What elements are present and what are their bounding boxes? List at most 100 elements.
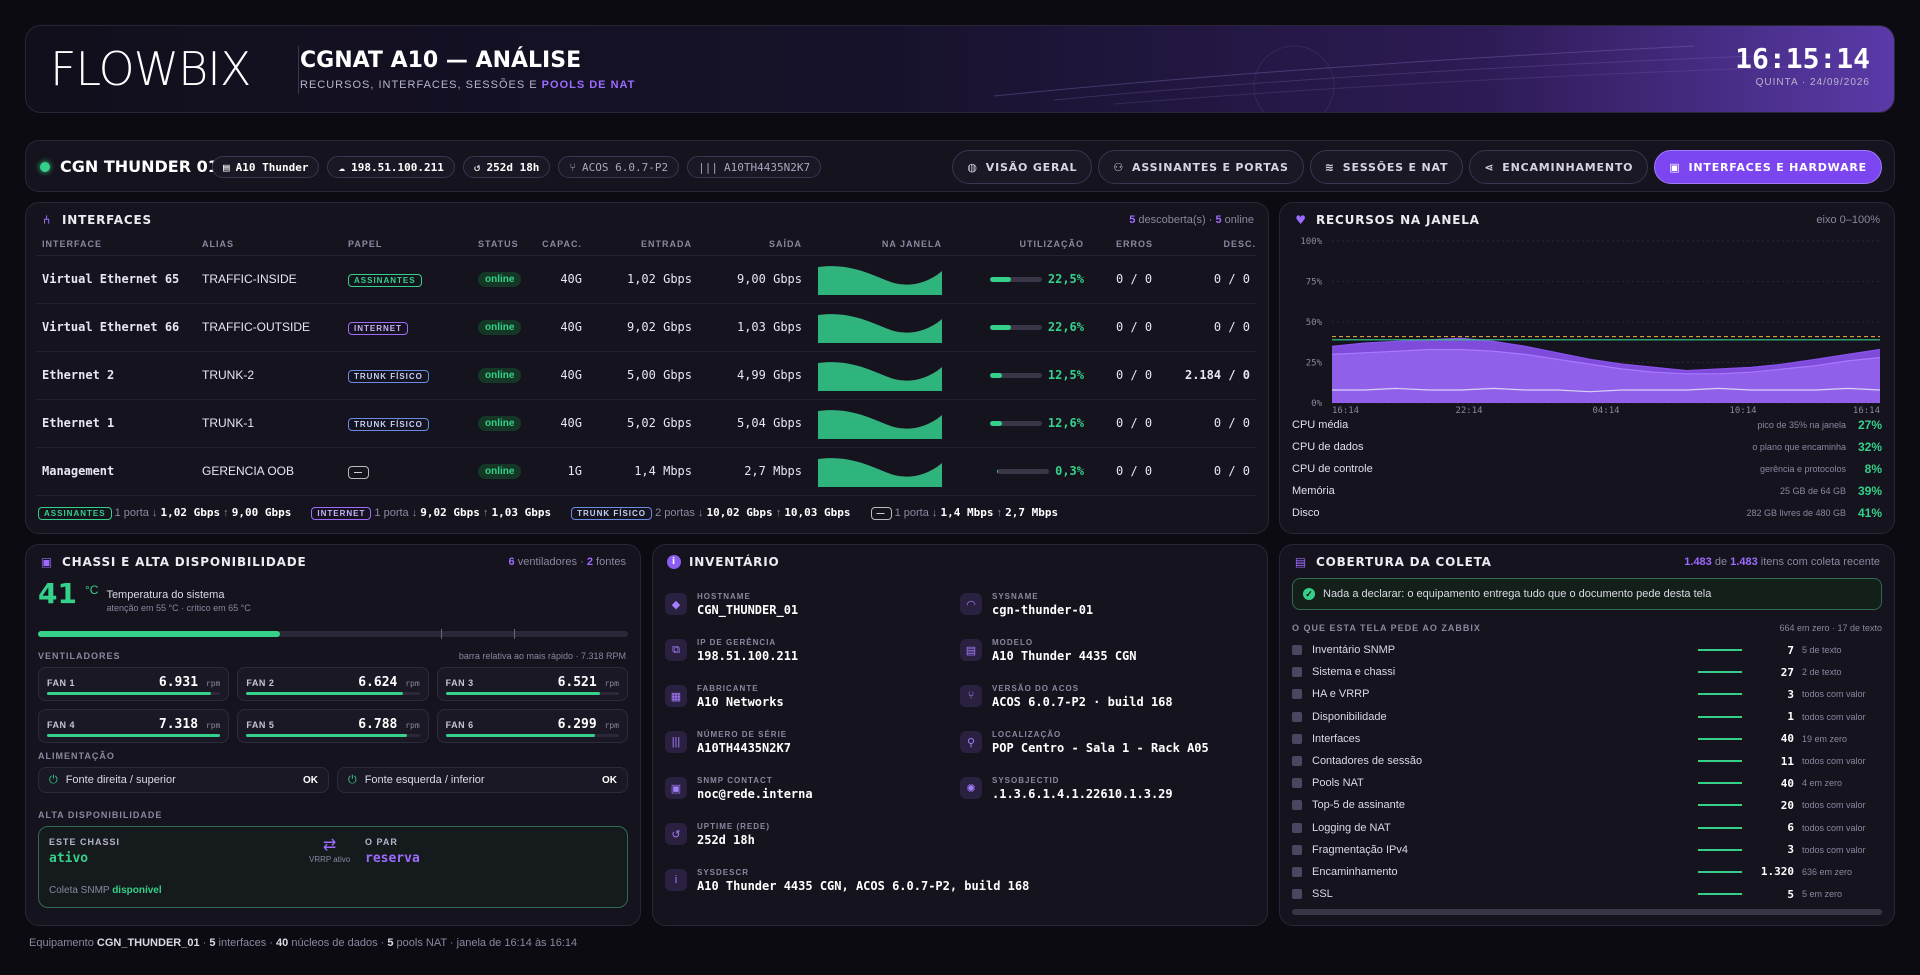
chip-ip-text: 198.51.100.211 xyxy=(351,160,444,174)
traffic-sparkline xyxy=(818,409,942,439)
tab-visao-geral[interactable]: ◍ VISÃO GERAL xyxy=(952,150,1093,184)
col-interface[interactable]: INTERFACE xyxy=(36,233,202,256)
horizontal-scrollbar[interactable] xyxy=(1292,909,1882,915)
util-bar-fill xyxy=(989,421,1002,427)
coverage-row: SSL 5 5 em zero xyxy=(1292,883,1882,905)
table-row[interactable]: Ethernet 1 TRUNK-1 TRUNK FÍSICO online 4… xyxy=(36,399,1256,448)
status-cell: online xyxy=(478,255,530,304)
inventory-card: i INVENTÁRIO ◆ HOSTNAME CGN_THUNDER_01 ◠ SYSN… xyxy=(652,544,1268,926)
psu-grid: ⏻ Fonte direita / superior OK ⏻ Fonte esque… xyxy=(38,767,628,793)
chip-ip: ☁ 198.51.100.211 xyxy=(327,156,455,178)
col-util[interactable]: UTILIZAÇÃO xyxy=(942,233,1084,256)
coverage-count-a: 1.483 xyxy=(1684,556,1712,568)
coverage-list: Inventário SNMP 7 5 de texto Sistema e chas… xyxy=(1292,639,1882,905)
col-discards[interactable]: DESC. xyxy=(1156,233,1256,256)
fan-name: FAN 1 xyxy=(47,678,76,688)
inventory-key: FABRICANTE xyxy=(697,683,759,693)
category-icon xyxy=(1292,756,1302,767)
table-row[interactable]: Virtual Ethernet 65 TRAFFIC-INSIDE ASSIN… xyxy=(36,255,1256,304)
fan-rpm-unit: rpm xyxy=(205,679,221,688)
header-decoration xyxy=(994,45,1815,112)
coverage-bar xyxy=(1698,760,1742,763)
coverage-summary: 1.483 de 1.483 itens com coleta recente xyxy=(1684,556,1880,568)
chassis-title: ▣ CHASSI E ALTA DISPONIBILIDADE xyxy=(40,555,306,569)
role-ports: 1 porta xyxy=(374,507,409,519)
coverage-bar xyxy=(1698,870,1742,873)
status-badge: online xyxy=(478,320,522,335)
resource-value: 39% xyxy=(1857,484,1882,498)
plug-icon: ⏻ xyxy=(49,773,58,786)
role-badge: — xyxy=(870,507,892,520)
traffic-sparkline xyxy=(818,313,942,343)
fan-name: FAN 2 xyxy=(246,678,275,688)
role-badge: INTERNET xyxy=(348,321,408,335)
fan-bar xyxy=(246,692,420,695)
tab-label: SESSÕES E NAT xyxy=(1342,160,1449,174)
fan-rpm-unit: rpm xyxy=(405,721,420,730)
col-in[interactable]: ENTRADA xyxy=(582,233,692,256)
traffic-out: 4,99 Gbps xyxy=(692,351,802,400)
col-out[interactable]: SAÍDA xyxy=(692,233,802,256)
coverage-bar xyxy=(1698,715,1742,718)
col-errors[interactable]: ERROS xyxy=(1084,233,1156,256)
pin-icon: ⚲ xyxy=(960,731,982,753)
temperature-thresholds: atenção em 55 °C · crítico em 65 °C xyxy=(106,603,251,613)
util-value: 12,6% xyxy=(1047,416,1084,430)
util-value: 0,3% xyxy=(1055,464,1084,478)
fan-item: FAN 1 6.931 rpm xyxy=(38,667,230,701)
col-status[interactable]: STATUS xyxy=(478,233,530,256)
chip-serial: ||| A10TH4435N2K7 xyxy=(687,156,822,178)
resource-row: CPU de controle gerência e protocolos 8% xyxy=(1292,458,1882,480)
fan-item: FAN 5 6.788 rpm xyxy=(237,709,429,743)
tab-assinantes-portas[interactable]: ⚇ ASSINANTES E PORTAS xyxy=(1098,150,1304,184)
inventory-value: CGN_THUNDER_01 xyxy=(697,602,799,617)
table-row[interactable]: Ethernet 2 TRUNK-2 TRUNK FÍSICO online 4… xyxy=(36,351,1256,400)
resource-label: CPU média xyxy=(1292,419,1349,431)
footer-status: Equipamento CGN_THUNDER_01 · 5 interface… xyxy=(29,937,577,949)
table-row[interactable]: Management GERENCIA OOB — online 1G 1,4 … xyxy=(36,447,1256,496)
fan-item: FAN 3 6.521 rpm xyxy=(436,667,628,701)
col-window[interactable]: NA JANELA xyxy=(802,233,942,256)
coverage-label: HA e VRRP xyxy=(1312,688,1370,701)
coverage-bar xyxy=(1698,671,1742,674)
table-row[interactable]: Virtual Ethernet 66 TRAFFIC-OUTSIDE INTE… xyxy=(36,303,1256,352)
inventory-value: .1.3.6.1.4.1.22610.1.3.29 xyxy=(992,786,1173,801)
coverage-label: Fragmentação IPv4 xyxy=(1312,843,1408,856)
inventory-item: ▤ MODELO A10 Thunder 4435 CGN xyxy=(960,631,1255,669)
fan-name: FAN 6 xyxy=(445,720,474,730)
coverage-row: Pools NAT 40 4 em zero xyxy=(1292,772,1882,794)
page-subtitle: RECURSOS, INTERFACES, SESSÕES E POOLS DE… xyxy=(300,79,635,91)
inventory-key: NÚMERO DE SÉRIE xyxy=(697,729,788,739)
discovered-label: descoberta(s) xyxy=(1138,214,1206,226)
role-summary-item: ASSINANTES 1 porta ↓ 1,02 Gbps ↑ 9,00 Gb… xyxy=(38,506,291,520)
psu-count-label: fontes xyxy=(596,556,626,568)
interfaces-tbody: Virtual Ethernet 65 TRAFFIC-INSIDE ASSIN… xyxy=(36,255,1256,496)
branch-icon: ⑂ xyxy=(569,160,577,174)
traffic-out: 5,04 Gbps xyxy=(692,399,802,448)
tab-encaminhamento[interactable]: ⋖ ENCAMINHAMENTO xyxy=(1469,150,1649,184)
col-capacity[interactable]: CAPAC. xyxy=(530,233,582,256)
ha-vrrp: ⇄ VRRP ativo xyxy=(309,835,350,864)
footer-text: interfaces · xyxy=(215,937,277,949)
inventory-key: SYSNAME xyxy=(992,591,1039,601)
coverage-bar xyxy=(1698,848,1742,851)
footer-text: pools NAT · janela de 16:14 às 16:14 xyxy=(393,937,578,949)
tag-icon: ◆ xyxy=(665,593,687,615)
col-alias[interactable]: ALIAS xyxy=(202,233,348,256)
chip-model: ▤ A10 Thunder xyxy=(212,156,320,178)
col-role[interactable]: PAPEL xyxy=(348,233,478,256)
role-badge: TRUNK FÍSICO xyxy=(348,369,429,383)
resource-note: 25 GB de 64 GB xyxy=(1779,486,1846,496)
coverage-note: todos com valor xyxy=(1802,800,1866,811)
fan-rpm-unit: rpm xyxy=(604,679,619,688)
tab-interfaces-hardware[interactable]: ▣ INTERFACES E HARDWARE xyxy=(1654,150,1882,184)
coverage-count-b: 1.483 xyxy=(1730,556,1758,568)
app-header: FLOWBIX CGNAT A10 — ANÁLISE RECURSOS, IN… xyxy=(25,25,1895,113)
resource-value: 41% xyxy=(1857,506,1882,520)
psu-item: ⏻ Fonte esquerda / inferior OK xyxy=(337,767,628,793)
tab-sessoes-nat[interactable]: ≋ SESSÕES E NAT xyxy=(1309,150,1464,184)
util-bar-fill xyxy=(989,325,1012,331)
sparkline-cell xyxy=(802,255,942,304)
coverage-count: 11 xyxy=(1780,754,1794,768)
resources-title-text: RECURSOS NA JANELA xyxy=(1316,213,1480,227)
